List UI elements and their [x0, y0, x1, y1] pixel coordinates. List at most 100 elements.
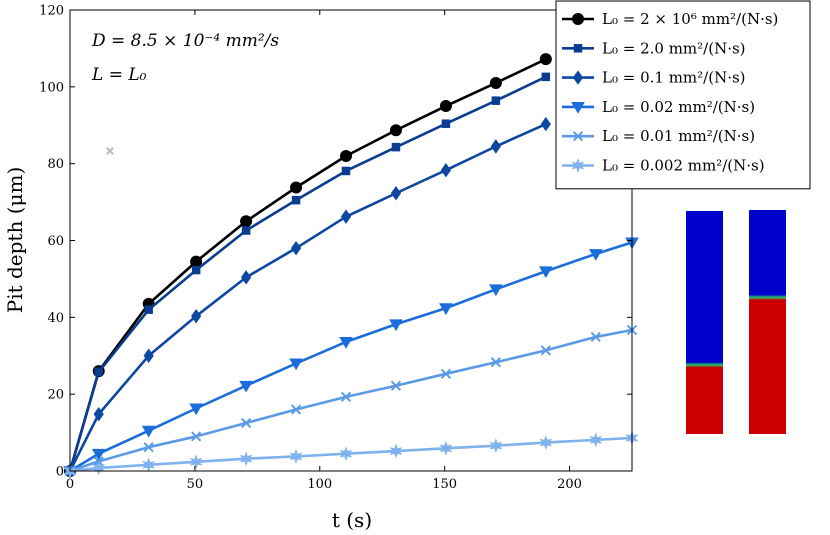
plot-area: [63, 53, 639, 479]
y-tick-label: 120: [39, 4, 64, 19]
legend-marker: [571, 158, 585, 173]
data-point: [440, 368, 452, 379]
data-point: [540, 116, 551, 132]
data-point: [539, 266, 553, 279]
x-tick-label: 200: [557, 477, 582, 492]
legend-box: [555, 0, 811, 190]
data-point: [94, 367, 103, 377]
data-point: [240, 215, 253, 228]
data-point: [191, 308, 202, 324]
data-point: [539, 53, 552, 66]
data-point: [489, 438, 503, 454]
data-point: [91, 448, 106, 461]
data-point: [142, 457, 156, 473]
data-point: [339, 446, 353, 462]
y-tick-label: 0: [56, 465, 64, 480]
data-point: [290, 240, 302, 256]
data-point: [190, 255, 203, 268]
data-point: [389, 443, 403, 459]
legend-marker: [572, 131, 584, 142]
legend-label: L₀ = 2.0 mm²/(N·s): [602, 39, 746, 57]
data-point: [289, 358, 303, 371]
data-point: [389, 319, 403, 332]
data-point: [191, 265, 201, 275]
x-tick-label: 100: [307, 477, 332, 492]
x-tick-label: 150: [432, 477, 457, 492]
legend-entry-4: L₀ = 0.02 mm²/(N·s): [562, 98, 755, 116]
legend: L₀ = 2 × 10⁶ mm²/(N·s) L₀ = 2.0 mm²/(N·s)…: [555, 0, 811, 190]
interface-inset: [686, 210, 786, 434]
stray-marker: [106, 147, 114, 155]
legend-label: L₀ = 0.002 mm²/(N·s): [602, 157, 765, 175]
data-point: [240, 417, 252, 429]
data-point: [439, 440, 453, 456]
y-axis-title: Pit depth (μm): [3, 167, 27, 314]
data-point: [441, 119, 451, 128]
y-tick-label: 40: [47, 311, 64, 326]
data-point: [439, 303, 453, 315]
data-point: [240, 270, 252, 285]
data-point: [491, 96, 501, 105]
data-point: [489, 76, 502, 89]
data-point: [141, 425, 156, 438]
series-line: [68, 75, 547, 472]
legend-entry-2: L₀ = 2.0 mm²/(N·s): [562, 39, 746, 57]
data-point: [589, 432, 603, 448]
legend-label: L₀ = 2 × 10⁶ mm²/(N·s): [602, 10, 778, 28]
annotation-mobility: L = L₀: [91, 65, 147, 85]
series-line: [68, 57, 547, 472]
legend-entry-5: L₀ = 0.01 mm²/(N·s): [562, 127, 755, 145]
data-point: [92, 460, 106, 476]
data-point: [289, 448, 303, 464]
data-point: [241, 226, 251, 235]
data-point: [541, 72, 551, 82]
legend-entry-3: L₀ = 0.1 mm²/(N·s): [562, 69, 746, 87]
data-point: [490, 139, 501, 154]
data-point: [191, 431, 202, 442]
data-point: [390, 380, 402, 391]
data-point: [389, 124, 402, 137]
data-point: [340, 149, 353, 162]
data-point: [290, 404, 302, 415]
x-tick-label: 0: [66, 477, 74, 492]
data-point: [189, 403, 203, 416]
data-point: [490, 357, 501, 368]
data-point: [239, 380, 253, 393]
data-point: [588, 249, 603, 261]
data-point: [340, 391, 352, 402]
data-point: [189, 454, 203, 470]
data-point: [339, 337, 353, 349]
data-point: [239, 451, 253, 467]
legend-marker: [571, 102, 585, 114]
x-axis-title: t (s): [332, 508, 372, 532]
inset-column-1: [686, 211, 723, 434]
series-5: [64, 324, 638, 477]
axes: 0 50 100 150 200 0 20 40 60 80 100 120: [39, 4, 633, 492]
data-point: [539, 435, 553, 451]
data-point: [489, 284, 503, 297]
inset-column-2: [749, 210, 786, 434]
data-point: [93, 406, 104, 422]
series-line: [69, 241, 633, 473]
series-3: [64, 116, 551, 479]
y-tick-label: 20: [47, 388, 64, 403]
data-point: [341, 166, 351, 176]
data-point: [340, 209, 352, 224]
data-point: [143, 348, 154, 363]
data-point: [144, 305, 153, 314]
legend-marker: [573, 44, 583, 53]
legend-entry-6: L₀ = 0.002 mm²/(N·s): [562, 157, 765, 175]
data-point: [291, 195, 301, 205]
y-tick-label: 60: [47, 234, 64, 249]
series-2: [65, 72, 551, 476]
x-tick-label: 50: [187, 477, 204, 492]
data-point: [439, 100, 452, 113]
legend-marker: [572, 70, 584, 85]
data-point: [590, 331, 601, 343]
data-point: [290, 181, 303, 194]
legend-marker: [572, 13, 584, 25]
y-tick-label: 100: [39, 80, 64, 95]
annotation-diffusivity: D = 8.5 × 10⁻⁴ mm²/s: [91, 31, 279, 51]
data-point: [440, 162, 452, 178]
